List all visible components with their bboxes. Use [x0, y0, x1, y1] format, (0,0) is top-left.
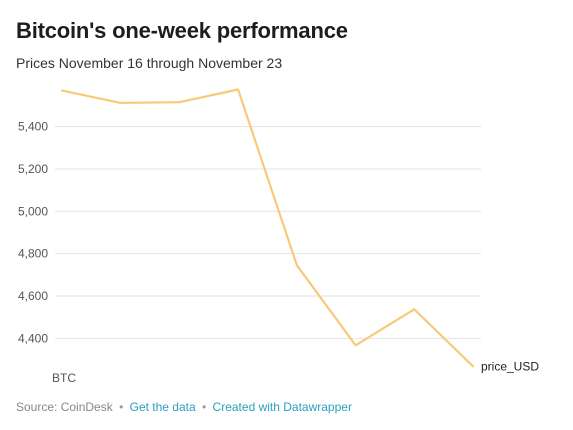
series-line-price-usd — [60, 88, 475, 368]
footer-separator: • — [119, 400, 124, 414]
chart-title: Bitcoin's one-week performance — [16, 18, 348, 43]
y-tick-label: 5,400 — [18, 120, 48, 134]
series-label-price-usd: price_USD — [481, 359, 539, 373]
chart-subtitle: Prices November 16 through November 23 — [16, 55, 283, 71]
y-axis-ticks: 4,400 4,600 4,800 5,000 5,200 5,400 — [18, 120, 48, 346]
y-tick-label: 5,200 — [18, 162, 48, 176]
x-axis-label: BTC — [52, 371, 76, 385]
get-data-link[interactable]: Get the data — [129, 400, 196, 414]
y-tick-label: 4,600 — [18, 289, 48, 303]
source-text: Source: CoinDesk — [16, 400, 113, 414]
y-tick-label: 4,800 — [18, 247, 48, 261]
y-tick-label: 5,000 — [18, 204, 48, 218]
datawrapper-link[interactable]: Created with Datawrapper — [212, 400, 352, 414]
gridlines — [55, 126, 481, 339]
y-tick-label: 4,400 — [18, 331, 48, 345]
footer-separator: • — [202, 400, 207, 414]
footer: Source: CoinDesk • Get the data • Create… — [16, 400, 352, 414]
